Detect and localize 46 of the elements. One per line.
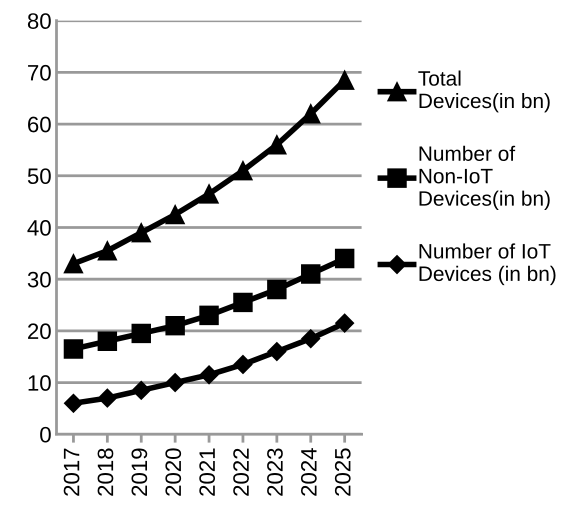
- y-tick-label: 40: [27, 220, 51, 236]
- point: [166, 373, 185, 392]
- point: [335, 314, 354, 333]
- point: [132, 324, 151, 344]
- point: [301, 329, 320, 348]
- point: [267, 280, 287, 300]
- point: [199, 184, 219, 204]
- y-tick-label: 20: [28, 323, 51, 340]
- x-tick-label: 2020: [165, 448, 182, 496]
- point: [165, 204, 185, 224]
- point: [199, 306, 219, 326]
- x-tick-label: 2023: [267, 448, 283, 496]
- point: [267, 135, 287, 154]
- x-tick-label: 2018: [98, 448, 114, 496]
- x-tick-label: 2025: [334, 448, 351, 496]
- point: [132, 222, 151, 242]
- point: [267, 342, 286, 362]
- y-tick-label: 0: [40, 426, 51, 443]
- point: [301, 264, 320, 284]
- y-tick-label: 30: [28, 272, 51, 288]
- point: [334, 248, 354, 268]
- x-tick-label: 2024: [300, 448, 317, 496]
- point: [64, 339, 84, 359]
- y-tick-label: 80: [28, 13, 51, 29]
- legend-label: Number of Non-IoT Devices(in bn): [420, 146, 550, 210]
- y-tick-label: 60: [28, 116, 51, 132]
- point: [98, 241, 118, 260]
- y-tick-label: 50: [28, 168, 51, 184]
- x-tick-label: 2021: [199, 448, 216, 496]
- x-tick-label: 2019: [131, 448, 148, 496]
- point: [98, 388, 117, 408]
- legend-label: Number of IoT Devices (in bn): [420, 243, 556, 286]
- point: [64, 254, 84, 274]
- legend-label: Total Devices(in bn): [418, 70, 550, 112]
- point: [132, 380, 151, 400]
- point: [233, 354, 252, 374]
- point: [233, 292, 253, 312]
- x-tick-label: 2017: [64, 448, 80, 496]
- point: [64, 394, 83, 413]
- y-tick-label: 10: [28, 375, 51, 391]
- point: [233, 160, 253, 180]
- y-tick-label: 70: [28, 64, 51, 81]
- point: [200, 365, 219, 384]
- point: [98, 331, 118, 351]
- x-tick-label: 2022: [233, 448, 249, 496]
- point: [165, 316, 185, 336]
